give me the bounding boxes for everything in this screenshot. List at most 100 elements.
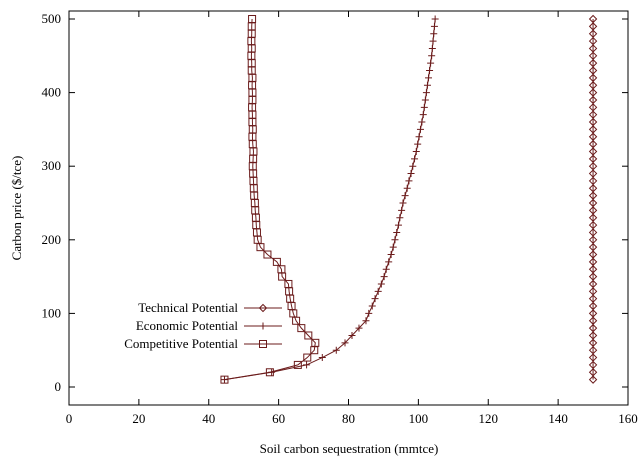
data-point-plus	[420, 103, 428, 111]
x-tick-label: 80	[342, 411, 355, 426]
data-point-diamond	[588, 228, 598, 237]
data-point-diamond	[588, 191, 598, 200]
data-point-plus	[387, 251, 395, 259]
data-point-diamond	[588, 66, 598, 75]
x-tick-label: 140	[548, 411, 568, 426]
legend-item: Economic Potential	[136, 318, 282, 333]
data-point-plus	[405, 177, 413, 185]
x-axis-label: Soil carbon sequestration (mmtce)	[260, 441, 439, 456]
legend-item: Competitive Potential	[124, 336, 282, 351]
data-point-plus	[428, 52, 436, 60]
data-point-diamond	[588, 235, 598, 245]
data-point-plus	[382, 265, 390, 273]
x-tick-label: 160	[618, 411, 638, 426]
data-point-diamond	[588, 73, 598, 83]
y-tick-label: 300	[42, 158, 62, 173]
data-point-diamond	[258, 303, 268, 313]
data-point-plus	[416, 125, 424, 133]
data-point-square	[304, 331, 313, 340]
data-point-square	[284, 279, 293, 288]
data-point-plus	[412, 147, 420, 155]
data-point-diamond	[588, 169, 598, 178]
data-point-square	[263, 250, 272, 259]
data-point-plus	[393, 228, 401, 236]
data-point-plus	[427, 59, 435, 67]
data-point-plus	[426, 67, 434, 75]
data-point-square	[277, 265, 286, 274]
data-point-plus	[421, 96, 429, 104]
data-point-diamond	[588, 103, 598, 112]
data-point-diamond	[588, 353, 598, 362]
data-point-plus	[411, 155, 419, 163]
data-point-diamond	[588, 198, 598, 208]
data-point-plus	[368, 302, 376, 310]
data-point-plus	[414, 140, 422, 148]
data-point-diamond	[588, 250, 598, 259]
series-economic-potential	[220, 15, 439, 384]
data-point-plus	[430, 22, 438, 30]
data-point-square	[248, 15, 257, 23]
data-point-diamond	[588, 44, 598, 53]
x-tick-label: 60	[272, 411, 285, 426]
x-tick-label: 120	[479, 411, 499, 426]
data-point-diamond	[588, 51, 598, 61]
series-competitive-potential	[220, 15, 320, 384]
data-point-plus	[380, 273, 388, 281]
x-tick-label: 20	[132, 411, 145, 426]
data-point-diamond	[588, 184, 598, 193]
y-tick-label: 500	[42, 11, 62, 26]
data-point-diamond	[588, 125, 598, 134]
legend-label: Technical Potential	[138, 300, 238, 315]
data-point-square	[220, 375, 229, 384]
data-point-diamond	[588, 301, 598, 311]
data-point-diamond	[588, 368, 598, 377]
data-point-plus	[407, 170, 415, 178]
data-point-plus	[418, 118, 426, 126]
x-tick-label: 40	[202, 411, 215, 426]
data-point-plus	[374, 287, 382, 295]
data-point-plus	[429, 37, 437, 45]
legend: Technical Potential Economic Potential Com…	[124, 300, 282, 351]
data-point-plus	[425, 74, 433, 82]
data-point-diamond	[588, 58, 598, 68]
data-point-diamond	[588, 22, 598, 31]
legend-item: Technical Potential	[138, 300, 282, 315]
data-point-plus	[431, 15, 439, 23]
data-point-diamond	[588, 206, 598, 215]
series-layer	[220, 14, 598, 384]
data-point-plus	[318, 354, 326, 362]
y-tick-label: 200	[42, 232, 62, 247]
data-point-plus	[428, 44, 436, 52]
data-point-diamond	[588, 309, 598, 318]
x-tick-label: 100	[409, 411, 429, 426]
data-point-diamond	[588, 88, 598, 97]
data-point-square	[293, 360, 302, 369]
y-axis-label: Carbon price ($/tce)	[9, 156, 24, 261]
data-point-diamond	[588, 272, 598, 281]
axis-ticks	[68, 11, 629, 405]
data-point-plus	[422, 89, 430, 97]
data-point-square	[311, 338, 320, 347]
data-point-plus	[403, 184, 411, 192]
data-point-plus	[401, 192, 409, 200]
data-point-plus	[303, 361, 311, 369]
data-point-diamond	[588, 287, 598, 296]
y-tick-label: 400	[42, 85, 62, 100]
data-point-square	[259, 340, 267, 348]
data-point-plus	[362, 317, 370, 325]
data-point-diamond	[588, 279, 598, 289]
data-point-diamond	[588, 375, 598, 384]
data-point-diamond	[588, 110, 598, 119]
data-point-diamond	[588, 117, 598, 127]
data-point-diamond	[588, 29, 598, 38]
data-point-square	[297, 324, 306, 333]
data-point-diamond	[588, 81, 598, 90]
data-point-diamond	[588, 220, 598, 230]
data-point-plus	[385, 258, 393, 266]
data-point-diamond	[588, 242, 598, 252]
data-point-plus	[259, 322, 267, 330]
data-point-diamond	[588, 257, 598, 267]
data-point-plus	[415, 133, 423, 141]
data-point-diamond	[588, 323, 598, 333]
data-point-plus	[371, 295, 379, 303]
